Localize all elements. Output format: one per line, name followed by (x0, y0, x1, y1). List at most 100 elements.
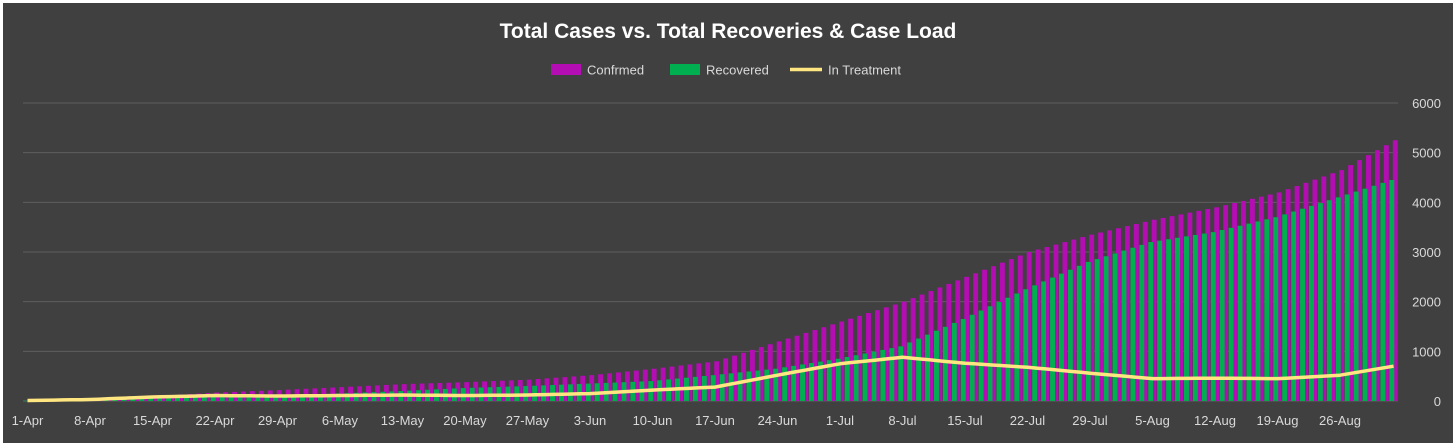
confirmed-bar (892, 304, 898, 401)
confirmed-bar (455, 382, 461, 401)
confirmed-bar (866, 313, 871, 401)
recovered-bar (844, 357, 850, 401)
confirmed-bar (1089, 234, 1095, 401)
recovered-bar (309, 394, 314, 401)
recovered-bar (300, 394, 305, 401)
recovered-bar (157, 397, 163, 401)
recovered-bar (1192, 234, 1198, 401)
recovered-bar (1076, 265, 1082, 401)
confirmed-bar (678, 365, 684, 401)
y-tick-label: 5000 (1412, 146, 1441, 161)
confirmed-bar (794, 335, 800, 401)
confirmed-bar (616, 372, 621, 401)
confirmed-bar (776, 341, 782, 401)
recovered-bar (282, 395, 288, 401)
confirmed-bar (830, 324, 836, 401)
recovered-bar (1389, 179, 1395, 401)
confirmed-bar (473, 381, 479, 401)
confirmed-bar (1294, 186, 1300, 401)
confirmed-bar (946, 283, 952, 401)
x-tick-label: 6-May (322, 413, 359, 428)
confirmed-bar (1116, 228, 1121, 401)
confirmed-bar (544, 378, 550, 401)
confirmed-bar (758, 347, 764, 401)
confirmed-bar (1339, 170, 1345, 401)
confirmed-bar (1223, 205, 1229, 401)
recovered-bar (1014, 293, 1020, 401)
x-tick-label: 8-Apr (74, 413, 106, 428)
confirmed-bar (1330, 173, 1336, 401)
y-tick-label: 2000 (1412, 295, 1441, 310)
confirmed-bar (1124, 226, 1130, 401)
confirmed-bar (1169, 216, 1175, 401)
recovered-bar (1353, 191, 1359, 401)
confirmed-bar (964, 276, 970, 401)
recovered-bar (1273, 217, 1279, 401)
recovered-bar (1344, 194, 1350, 401)
confirmed-bar (1366, 155, 1371, 401)
recovered-bar (889, 348, 895, 401)
y-axis-ticks: 0 1000 2000 3000 4000 5000 6000 (1412, 96, 1441, 409)
x-tick-label: 13-May (381, 413, 425, 428)
confirmed-bar (1392, 140, 1398, 401)
confirmed-bar (982, 269, 987, 401)
recovered-bar (1201, 233, 1207, 401)
recovered-bar (942, 326, 948, 401)
confirmed-bar (1267, 194, 1273, 401)
confirmed-bar (1321, 176, 1327, 401)
recovered-bar (1148, 242, 1154, 401)
x-axis-ticks: 1-Apr 8-Apr 15-Apr 22-Apr 29-Apr 6-May 13-May 2… (12, 413, 1361, 428)
confirmed-bar (410, 383, 416, 401)
x-tick-label: 20-May (443, 413, 487, 428)
confirmed-bar (919, 294, 925, 401)
recovered-bar (826, 360, 832, 401)
recovered-bar (326, 393, 332, 401)
chart-svg: Total Cases vs. Total Recoveries & Case … (12, 20, 1441, 428)
recovered-bar (219, 396, 225, 401)
recovered-bar (228, 396, 234, 401)
confirmed-bar (901, 301, 907, 401)
confirmed-bar (517, 379, 523, 401)
legend-label-in-treatment: In Treatment (828, 63, 901, 78)
recovered-bar (1300, 208, 1305, 401)
y-tick-label: 4000 (1412, 195, 1441, 210)
confirmed-bar (1160, 217, 1166, 401)
confirmed-bar (741, 352, 746, 401)
confirmed-bar (1098, 232, 1104, 401)
legend-label-confirmed: Confrmed (587, 63, 644, 78)
confirmed-bar (1142, 221, 1148, 401)
recovered-bar (800, 364, 805, 401)
recovered-bar (925, 334, 930, 401)
confirmed-bar (589, 375, 595, 401)
recovered-bar (246, 396, 252, 401)
x-tick-label: 12-Aug (1194, 413, 1236, 428)
confirmed-bar (1107, 230, 1112, 401)
confirmed-bar (696, 363, 702, 401)
confirmed-bar (651, 368, 657, 401)
recovered-bar (960, 319, 966, 401)
confirmed-bar (642, 369, 648, 401)
x-tick-label: 19-Aug (1257, 413, 1299, 428)
recovered-bar (255, 396, 261, 401)
recovered-bar (1085, 261, 1091, 401)
confirmed-bar (553, 377, 559, 401)
x-tick-label: 22-Jul (1010, 413, 1046, 428)
confirmed-bar (1178, 214, 1184, 401)
recovered-bar (871, 351, 877, 401)
confirmed-bar (955, 280, 961, 401)
in-treatment-line (27, 355, 1394, 403)
recovered-bar (1139, 244, 1145, 401)
confirmed-bar (633, 370, 639, 401)
x-tick-label: 10-Jun (633, 413, 673, 428)
chart-title: Total Cases vs. Total Recoveries & Case … (500, 20, 957, 43)
confirmed-bar (1357, 160, 1362, 401)
recovered-bar (1237, 225, 1243, 401)
recovered-bar (1326, 200, 1332, 401)
confirmed-bar (1044, 247, 1050, 401)
recovered-bar (916, 338, 922, 401)
confirmed-bar (1241, 200, 1246, 401)
confirmed-bar (562, 377, 568, 401)
recovered-bar (291, 395, 297, 401)
chart-frame: Total Cases vs. Total Recoveries & Case … (3, 3, 1453, 443)
confirmed-bar (928, 291, 934, 401)
